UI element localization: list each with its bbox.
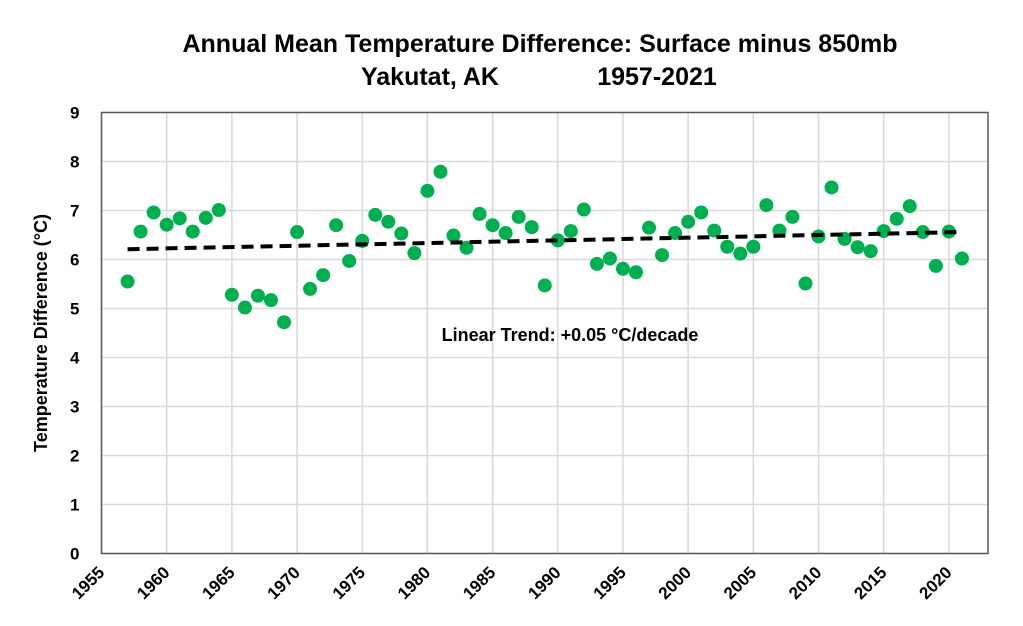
data-point xyxy=(550,233,565,248)
x-tick-label: 1995 xyxy=(590,563,630,603)
data-point xyxy=(159,217,174,232)
data-point xyxy=(602,251,617,266)
x-tick-label: 2015 xyxy=(850,563,890,603)
data-point xyxy=(759,198,774,213)
data-point xyxy=(694,205,709,220)
x-tick-label: 1965 xyxy=(199,563,239,603)
x-tick-label: 2010 xyxy=(785,563,825,603)
y-tick-label: 9 xyxy=(70,104,79,123)
data-point xyxy=(928,258,943,273)
data-point xyxy=(902,199,917,214)
y-axis-label: Temperature Difference (°C) xyxy=(31,214,51,452)
data-point xyxy=(277,315,292,330)
data-point xyxy=(798,276,813,291)
y-axis-ticks: 0 1 2 3 4 5 6 7 8 9 xyxy=(70,104,80,564)
data-point xyxy=(746,239,761,254)
data-point xyxy=(720,239,735,254)
data-point xyxy=(629,265,644,280)
y-tick-label: 7 xyxy=(70,202,79,221)
data-point xyxy=(863,244,878,259)
data-point xyxy=(785,209,800,224)
y-tick-label: 4 xyxy=(70,349,80,368)
x-tick-label: 1960 xyxy=(133,563,173,603)
x-tick-label: 2005 xyxy=(720,563,760,603)
data-point xyxy=(198,210,213,225)
x-tick-label: 1955 xyxy=(68,563,108,603)
data-point xyxy=(446,228,461,243)
data-point xyxy=(954,251,969,266)
y-tick-label: 8 xyxy=(70,153,79,172)
x-tick-label: 1975 xyxy=(329,563,369,603)
data-point xyxy=(368,207,383,222)
data-point xyxy=(524,220,539,235)
y-tick-label: 0 xyxy=(70,545,79,564)
data-point xyxy=(681,214,696,229)
data-point xyxy=(589,256,604,271)
trend-line xyxy=(127,230,962,252)
x-tick-label: 2020 xyxy=(916,563,956,603)
y-tick-label: 5 xyxy=(70,300,79,319)
data-point xyxy=(185,224,200,239)
chart-title: Annual Mean Temperature Difference: Surf… xyxy=(182,30,897,58)
data-point xyxy=(394,226,409,241)
data-point xyxy=(263,293,278,308)
y-tick-label: 6 xyxy=(70,251,79,270)
data-point xyxy=(563,224,578,239)
data-point xyxy=(733,246,748,261)
x-axis-ticks: 1955 1960 1965 1970 1975 1980 1985 1990 1995 2000… xyxy=(68,563,956,603)
data-point xyxy=(655,248,670,263)
data-point xyxy=(498,226,513,241)
data-point xyxy=(146,205,161,220)
y-tick-label: 1 xyxy=(70,496,79,515)
x-tick-label: 2000 xyxy=(655,563,695,603)
data-point xyxy=(459,240,474,255)
data-point xyxy=(133,224,148,239)
data-point xyxy=(407,246,422,261)
data-point xyxy=(342,253,357,268)
x-tick-label: 1985 xyxy=(459,563,499,603)
data-point xyxy=(537,278,552,293)
data-point xyxy=(433,164,448,179)
x-tick-label: 1970 xyxy=(264,563,304,603)
y-tick-label: 3 xyxy=(70,398,79,417)
x-tick-label: 1980 xyxy=(394,563,434,603)
data-point xyxy=(303,281,318,296)
data-point xyxy=(472,206,487,221)
data-point xyxy=(511,209,526,224)
data-point xyxy=(824,180,839,195)
data-point xyxy=(224,287,239,302)
data-point xyxy=(172,211,187,226)
plot-area xyxy=(100,111,989,555)
data-point xyxy=(316,268,331,283)
trend-annotation: Linear Trend: +0.05 °C/decade xyxy=(442,325,699,345)
chart-subtitle-location: Yakutat, AK xyxy=(361,63,499,91)
chart-subtitle-period: 1957-2021 xyxy=(597,63,717,91)
data-point xyxy=(850,240,865,255)
data-point xyxy=(237,300,252,315)
data-point xyxy=(876,224,891,239)
data-point xyxy=(576,202,591,217)
x-tick-label: 1990 xyxy=(524,563,564,603)
data-point xyxy=(381,214,396,229)
data-point xyxy=(707,223,722,238)
data-point xyxy=(120,274,135,289)
data-point xyxy=(485,218,500,233)
data-point xyxy=(915,225,930,240)
data-point xyxy=(889,211,904,226)
data-point xyxy=(642,220,657,235)
data-point xyxy=(250,288,265,303)
data-point xyxy=(420,183,435,198)
data-point xyxy=(329,218,344,233)
data-point xyxy=(615,261,630,276)
y-tick-label: 2 xyxy=(70,447,79,466)
data-point xyxy=(290,225,305,240)
data-point xyxy=(211,203,226,218)
